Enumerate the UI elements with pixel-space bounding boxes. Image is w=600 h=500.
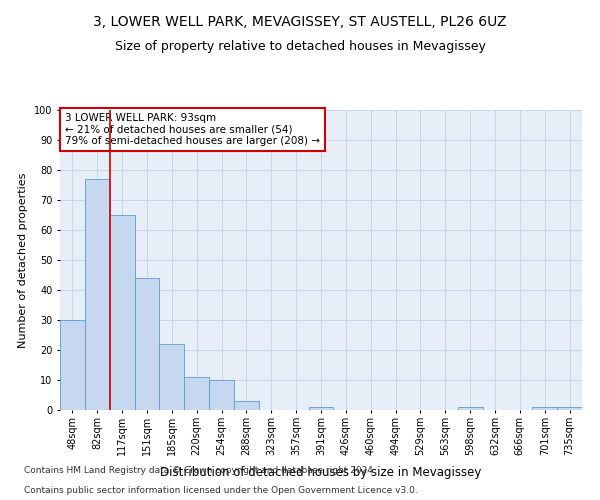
X-axis label: Distribution of detached houses by size in Mevagissey: Distribution of detached houses by size …	[160, 466, 482, 479]
Bar	[532, 407, 557, 410]
Text: 3, LOWER WELL PARK, MEVAGISSEY, ST AUSTELL, PL26 6UZ: 3, LOWER WELL PARK, MEVAGISSEY, ST AUSTE…	[93, 15, 507, 29]
Bar	[308, 407, 334, 410]
Text: Contains public sector information licensed under the Open Government Licence v3: Contains public sector information licen…	[24, 486, 418, 495]
Bar	[209, 380, 234, 410]
Text: Contains HM Land Registry data © Crown copyright and database right 2024.: Contains HM Land Registry data © Crown c…	[24, 466, 376, 475]
Bar	[458, 407, 482, 410]
Text: Size of property relative to detached houses in Mevagissey: Size of property relative to detached ho…	[115, 40, 485, 53]
Bar	[110, 215, 134, 410]
Bar	[234, 401, 259, 410]
Bar	[184, 377, 209, 410]
Y-axis label: Number of detached properties: Number of detached properties	[19, 172, 28, 348]
Bar	[557, 407, 582, 410]
Bar	[160, 344, 184, 410]
Text: 3 LOWER WELL PARK: 93sqm
← 21% of detached houses are smaller (54)
79% of semi-d: 3 LOWER WELL PARK: 93sqm ← 21% of detach…	[65, 113, 320, 146]
Bar	[60, 320, 85, 410]
Bar	[134, 278, 160, 410]
Bar	[85, 179, 110, 410]
